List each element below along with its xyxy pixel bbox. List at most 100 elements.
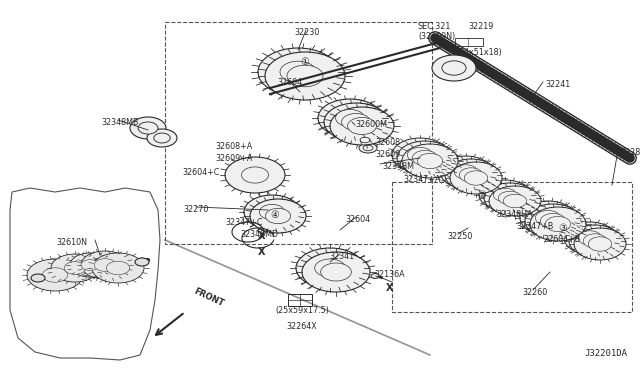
Ellipse shape (324, 103, 388, 141)
Text: 32604: 32604 (346, 215, 371, 224)
Text: 32347+A: 32347+A (403, 175, 440, 184)
Text: ④: ④ (271, 210, 280, 220)
Ellipse shape (244, 195, 300, 229)
Ellipse shape (440, 156, 492, 188)
Ellipse shape (94, 259, 116, 271)
Ellipse shape (42, 268, 68, 282)
Text: 32608: 32608 (375, 138, 400, 147)
Text: SEC.321: SEC.321 (418, 22, 451, 31)
Ellipse shape (442, 61, 466, 75)
Ellipse shape (106, 261, 130, 275)
Text: ③: ③ (559, 223, 568, 233)
Ellipse shape (335, 109, 364, 126)
Text: 32609: 32609 (375, 150, 400, 159)
Ellipse shape (479, 180, 531, 210)
Ellipse shape (520, 201, 576, 235)
Ellipse shape (280, 61, 316, 83)
Ellipse shape (583, 234, 607, 248)
Text: 32347+B: 32347+B (516, 222, 554, 231)
Text: 32348HA: 32348HA (496, 210, 532, 219)
Ellipse shape (417, 153, 443, 169)
Text: 32604: 32604 (277, 78, 303, 87)
Ellipse shape (464, 171, 488, 185)
Text: 32604+B: 32604+B (543, 235, 580, 244)
Ellipse shape (359, 143, 377, 153)
Ellipse shape (287, 65, 323, 87)
Text: J32201DA: J32201DA (584, 349, 627, 358)
Text: 32608+A: 32608+A (215, 142, 252, 151)
Ellipse shape (315, 259, 346, 277)
Ellipse shape (135, 258, 149, 266)
Ellipse shape (397, 141, 453, 175)
Ellipse shape (450, 162, 502, 194)
Ellipse shape (484, 183, 536, 213)
Bar (288, 294, 312, 306)
Text: 32260: 32260 (522, 288, 548, 297)
Ellipse shape (564, 222, 616, 254)
Ellipse shape (225, 157, 285, 193)
Text: 32610N: 32610N (56, 238, 88, 247)
Ellipse shape (499, 191, 522, 205)
Ellipse shape (348, 118, 376, 135)
Ellipse shape (402, 144, 458, 178)
Text: 32289: 32289 (620, 148, 640, 157)
Text: 32348MB: 32348MB (101, 118, 139, 127)
Text: (25x59x17.5): (25x59x17.5) (275, 306, 329, 315)
Text: 32270: 32270 (183, 205, 209, 214)
Ellipse shape (536, 210, 561, 226)
Ellipse shape (545, 217, 571, 232)
Ellipse shape (241, 167, 269, 183)
Text: ①: ① (301, 57, 309, 67)
Ellipse shape (356, 135, 374, 145)
Ellipse shape (147, 129, 177, 147)
Ellipse shape (460, 168, 483, 182)
Ellipse shape (81, 260, 99, 270)
Ellipse shape (574, 228, 626, 260)
Ellipse shape (51, 254, 99, 282)
Text: X: X (259, 247, 266, 257)
Ellipse shape (27, 259, 83, 291)
Ellipse shape (503, 194, 527, 208)
Ellipse shape (302, 252, 370, 292)
Text: 32609+A: 32609+A (215, 154, 252, 163)
Ellipse shape (81, 251, 129, 279)
Text: (34x51x18): (34x51x18) (456, 48, 502, 57)
Ellipse shape (265, 52, 345, 100)
Text: 32264X: 32264X (287, 322, 317, 331)
Ellipse shape (360, 137, 370, 143)
Text: 32341: 32341 (330, 252, 355, 261)
Ellipse shape (31, 274, 45, 282)
Ellipse shape (266, 208, 291, 224)
Ellipse shape (392, 138, 448, 172)
Text: 32600M: 32600M (355, 120, 387, 129)
Text: 32604+C: 32604+C (182, 168, 220, 177)
Text: X: X (259, 231, 266, 241)
Ellipse shape (569, 225, 621, 257)
Text: 32348MD: 32348MD (240, 230, 278, 239)
Ellipse shape (579, 231, 602, 245)
Ellipse shape (296, 248, 364, 288)
Ellipse shape (70, 253, 110, 277)
Ellipse shape (64, 262, 86, 274)
Text: X: X (387, 283, 394, 293)
Text: 32347+C: 32347+C (225, 218, 262, 227)
Ellipse shape (540, 214, 566, 229)
Ellipse shape (259, 204, 285, 219)
Ellipse shape (489, 186, 541, 216)
Text: 32230: 32230 (294, 28, 319, 37)
Ellipse shape (530, 207, 586, 241)
Ellipse shape (330, 107, 394, 145)
Ellipse shape (130, 117, 166, 139)
Ellipse shape (318, 99, 382, 137)
Bar (455, 38, 483, 46)
Text: 32219: 32219 (468, 22, 493, 31)
Ellipse shape (342, 113, 371, 131)
Ellipse shape (588, 237, 612, 251)
Text: 32250: 32250 (447, 232, 473, 241)
Ellipse shape (138, 122, 158, 134)
Ellipse shape (432, 55, 476, 81)
Ellipse shape (493, 188, 516, 202)
Text: ②: ② (477, 190, 486, 200)
Text: FRONT: FRONT (192, 286, 225, 308)
Ellipse shape (321, 263, 351, 281)
